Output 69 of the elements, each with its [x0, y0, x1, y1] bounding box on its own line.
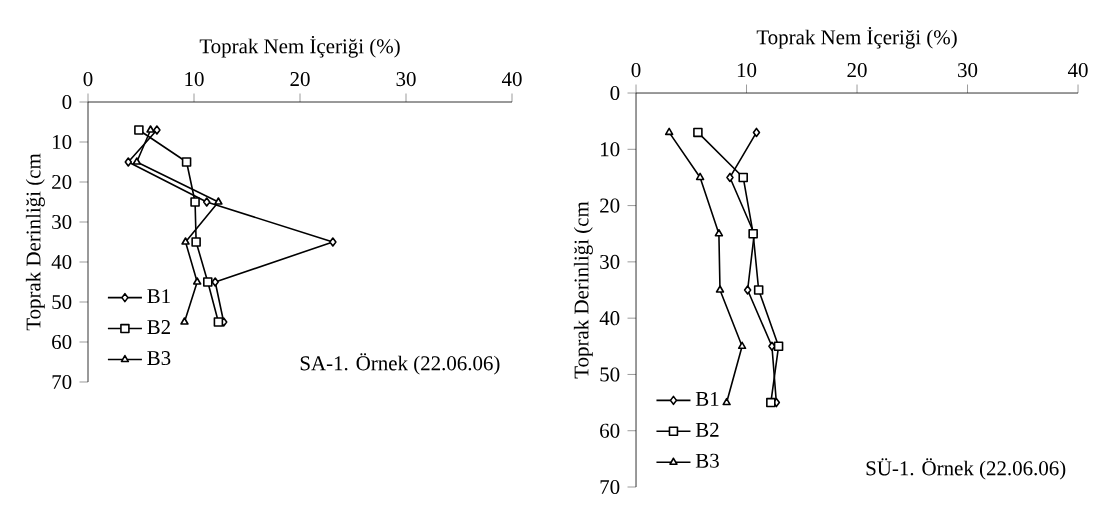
point [153, 125, 161, 135]
point [738, 172, 748, 183]
x-tick-label: 30 [396, 72, 416, 87]
y-tick-label: 50 [600, 367, 620, 382]
y-tick-label: 30 [600, 254, 620, 269]
y-tick-label: 50 [52, 294, 72, 310]
y-tick-label: 60 [52, 334, 72, 350]
point [695, 172, 705, 181]
y-tick-label: 60 [600, 423, 620, 438]
y-tick-label: 10 [601, 142, 620, 157]
legend-label: B1 [147, 289, 170, 304]
point [773, 341, 784, 352]
point [213, 317, 224, 327]
x-tick-label: 30 [958, 63, 978, 78]
y-tick-label: 0 [610, 85, 620, 101]
y-tick-label: 70 [600, 479, 620, 495]
point [181, 237, 190, 245]
point [752, 127, 761, 138]
point [202, 197, 211, 207]
point [329, 237, 337, 247]
point [766, 397, 776, 408]
point [190, 197, 200, 207]
y-axis-title: Toprak Derinliği (cm [573, 201, 593, 379]
y-tick-label: 40 [599, 311, 620, 326]
y-tick-label: 70 [52, 374, 72, 390]
x-tick-label: 40 [1067, 63, 1088, 78]
point [181, 157, 192, 167]
point [191, 237, 201, 247]
x-tick-label: 0 [83, 72, 93, 87]
annotation: SÜ-1. Örnek (22.06.06) [866, 458, 1066, 480]
point [124, 157, 133, 167]
point [203, 277, 213, 287]
x-tick-label: 10 [185, 72, 204, 87]
x-tick-label: 10 [737, 63, 757, 78]
y-tick-label: 10 [53, 134, 72, 150]
point [693, 127, 703, 138]
annotation: SA-1. Örnek (22.06.06) [300, 353, 500, 375]
y-tick-label: 20 [52, 174, 72, 190]
legend-label: B3 [695, 453, 719, 468]
x-tick-label: 40 [501, 72, 522, 87]
y-tick-label: 30 [52, 214, 72, 230]
legend-label: B1 [695, 391, 719, 406]
point [714, 228, 724, 237]
x-tick-label: 0 [631, 63, 641, 78]
point [726, 172, 734, 183]
x-axis-title: Toprak Nem İçeriği (%) [756, 26, 957, 49]
legend-label: B2 [695, 422, 719, 437]
point [132, 157, 142, 165]
point [753, 285, 764, 295]
y-tick-label: 20 [600, 198, 620, 213]
point [715, 285, 725, 293]
y-axis-title: Toprak Derinliği (cm [25, 153, 45, 331]
point [211, 277, 219, 287]
point [134, 125, 144, 135]
point [146, 125, 155, 133]
y-tick-label: 0 [62, 94, 72, 110]
y-tick-label: 40 [51, 254, 72, 270]
x-tick-label: 20 [847, 63, 867, 78]
point [743, 285, 752, 295]
point [737, 341, 747, 350]
legend-label: B2 [147, 320, 170, 334]
legend-label: B3 [147, 351, 171, 366]
point [192, 277, 202, 285]
point [214, 197, 223, 205]
point [722, 397, 731, 406]
x-tick-label: 20 [290, 72, 310, 87]
point [180, 317, 189, 325]
x-axis-title: Toprak Nem İçeriği (%) [199, 35, 400, 58]
point [664, 127, 674, 136]
